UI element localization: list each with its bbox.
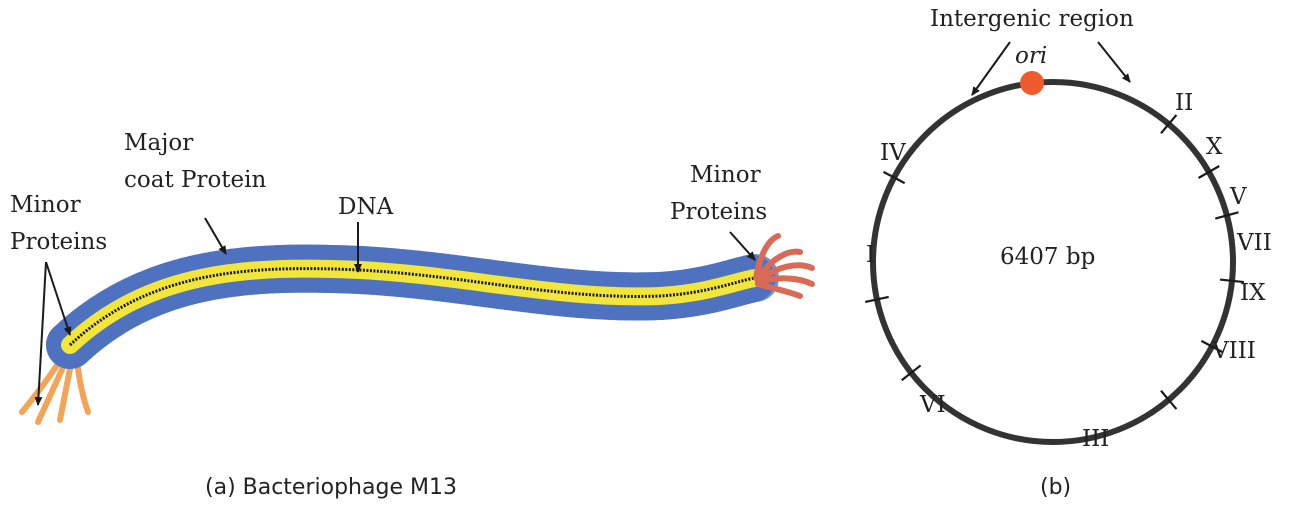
- arrow-minor-proteins-right: [730, 232, 755, 260]
- gene-label-viii: VIII: [1211, 338, 1256, 364]
- label-intergenic-region: Intergenic region: [930, 6, 1134, 32]
- label-ori: ori: [1015, 43, 1047, 69]
- gene-label-iii: III: [1082, 426, 1109, 452]
- gene-label-i: I: [866, 242, 875, 268]
- label-major-coat-protein: Major coat Protein: [124, 130, 267, 193]
- gene-label-ii: II: [1175, 90, 1193, 116]
- arrow-intergenic-right: [1098, 42, 1130, 82]
- right-minor-protein-fibers: [756, 236, 812, 296]
- label-dna: DNA: [338, 194, 394, 220]
- gene-label-x: X: [1206, 134, 1223, 160]
- gene-label-vi: VI: [919, 392, 946, 418]
- arrow-major-coat-protein: [205, 218, 226, 254]
- panel-a: Minor Proteins Major coat Protein DNA Mi…: [10, 130, 812, 500]
- caption-b: (b): [1040, 475, 1071, 500]
- gene-label-vii: VII: [1236, 230, 1272, 256]
- caption-a: (a) Bacteriophage M13: [205, 475, 457, 500]
- gene-label-ix: IX: [1240, 280, 1266, 306]
- label-minor-proteins-left: Minor Proteins: [10, 192, 107, 255]
- ori-marker: [1020, 71, 1044, 95]
- genome-size: 6407 bp: [1000, 244, 1095, 270]
- gene-label-iv: IV: [880, 140, 906, 166]
- label-minor-proteins-right: Minor Proteins: [670, 162, 768, 225]
- panel-b: Intergenic region ori 6407 bp IIXVVIIIXV…: [865, 6, 1272, 500]
- gene-label-v: V: [1229, 184, 1247, 210]
